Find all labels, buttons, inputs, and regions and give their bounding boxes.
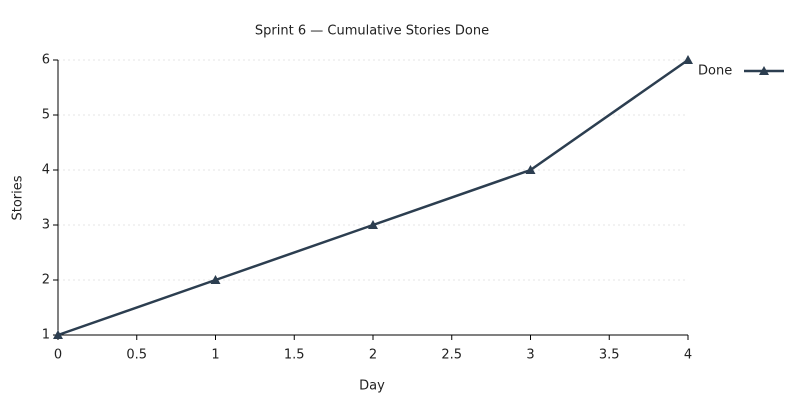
data-marker (368, 220, 378, 229)
x-tick-label: 2.5 (441, 348, 462, 363)
y-tick-label: 1 (42, 328, 50, 343)
x-tick-label: 0 (54, 348, 62, 363)
y-tick-label: 5 (42, 108, 50, 123)
data-line (57, 58, 689, 337)
y-tick-label: 2 (42, 273, 50, 288)
data-marker (525, 165, 536, 174)
y-tick-label: 4 (42, 163, 50, 178)
y-axis-label: Stories (11, 175, 26, 220)
x-tick-label: 1 (211, 348, 219, 363)
x-tick-label: 1.5 (284, 348, 305, 363)
y-tick-label: 3 (42, 218, 50, 233)
chart-title: Sprint 6 — Cumulative Stories Done (255, 24, 489, 39)
x-axis-label: Day (359, 379, 385, 394)
legend-label: Done (698, 64, 732, 79)
data-marker (210, 275, 221, 284)
x-tick-label: 0.5 (126, 348, 147, 363)
data-marker (683, 55, 693, 64)
x-tick-label: 2 (369, 348, 377, 363)
legend-marker (759, 66, 769, 75)
x-tick-label: 3.5 (599, 348, 620, 363)
data-marker (53, 330, 63, 339)
x-tick-label: 3 (526, 348, 534, 363)
x-tick-label: 4 (684, 348, 692, 363)
y-tick-label: 6 (42, 53, 50, 68)
